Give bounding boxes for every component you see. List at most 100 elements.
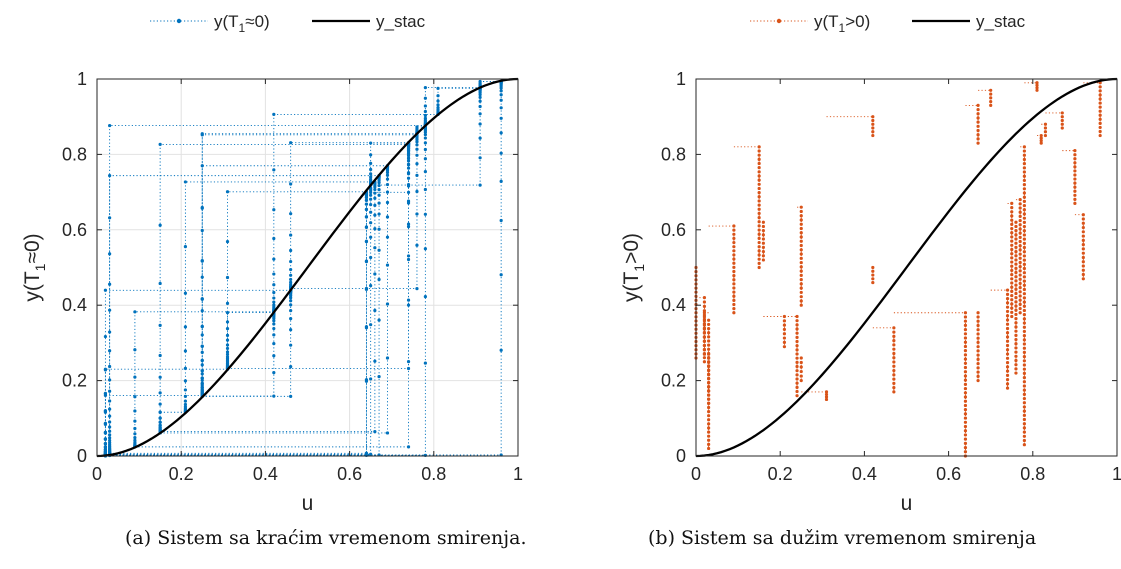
ticks: 0 0.2 0.4 0.6 0.8 1 0 0.2 0.4 0.6 0.8 1 (661, 69, 1121, 484)
legend-label-sub: 1 (239, 21, 246, 35)
data-point (871, 277, 875, 281)
data-point (225, 346, 230, 351)
data-point (1022, 388, 1026, 392)
data-point (799, 282, 803, 286)
data-point (976, 141, 980, 145)
data-point (289, 309, 293, 313)
data-point (702, 339, 707, 343)
data-point (369, 175, 373, 179)
data-point (1010, 314, 1014, 319)
data-point (423, 96, 427, 100)
data-point (795, 394, 799, 398)
data-point (200, 258, 204, 263)
y-axis-label-main: y(T (21, 271, 44, 301)
data-point (385, 302, 390, 306)
data-point (1014, 333, 1018, 337)
data-point (423, 361, 427, 365)
x-tick-label: 0 (92, 464, 102, 484)
data-point (892, 347, 896, 351)
data-point (200, 376, 204, 380)
data-point (732, 286, 736, 290)
data-point (976, 107, 980, 112)
data-point (1022, 380, 1026, 384)
data-point (707, 326, 711, 331)
data-point (133, 419, 137, 423)
data-point (732, 249, 736, 253)
data-point (989, 100, 993, 104)
data-point (707, 356, 711, 360)
data-point (423, 170, 427, 174)
data-point (757, 149, 761, 153)
data-point (1081, 268, 1085, 272)
data-point (1022, 220, 1026, 224)
data-point (364, 379, 369, 383)
caption-a: (a) Sistem sa kraćim vremenom smirenja. (125, 527, 527, 549)
data-point (406, 225, 411, 229)
data-point (963, 420, 968, 424)
data-point (108, 407, 112, 411)
y-tick-label: 0.4 (62, 295, 87, 315)
data-point (158, 223, 162, 227)
data-point (1098, 89, 1102, 93)
data-point (1018, 198, 1022, 202)
data-point (415, 153, 419, 157)
data-point (1018, 218, 1022, 223)
data-point (707, 380, 711, 385)
data-point (757, 257, 761, 261)
data-point (1022, 384, 1026, 388)
data-point (761, 224, 765, 229)
chart-panel-a: 0 0.2 0.4 0.6 0.8 100.20.40.60.81uy(T1≈0)y(T1… (21, 12, 523, 515)
data-point (1014, 258, 1018, 262)
data-point (1039, 133, 1043, 138)
data-point (707, 339, 711, 343)
data-point (1073, 181, 1077, 185)
data-point (1022, 195, 1026, 199)
data-point (183, 325, 188, 329)
data-point (782, 345, 787, 349)
data-point (423, 157, 427, 161)
data-point (1035, 86, 1039, 90)
y-axis-label-main: y(T (620, 272, 643, 302)
data-point (272, 290, 276, 295)
data-point (799, 243, 803, 248)
data-point (799, 235, 803, 239)
data-point (423, 453, 427, 457)
data-point (1022, 426, 1026, 430)
data-point (1022, 329, 1026, 334)
data-point (757, 253, 761, 257)
data-point (1010, 201, 1014, 206)
data-point (406, 199, 411, 203)
data-point (702, 323, 707, 327)
axes-box (695, 78, 1118, 457)
data-point (1043, 122, 1048, 126)
data-point (757, 228, 761, 232)
data-point (1098, 121, 1102, 125)
data-point (892, 373, 896, 377)
data-point (1014, 291, 1018, 296)
data-point (1018, 302, 1022, 306)
data-point (1035, 81, 1039, 85)
data-point (892, 330, 896, 334)
data-point (963, 319, 968, 323)
data-point (225, 352, 230, 357)
data-point (225, 320, 230, 324)
data-point (1014, 367, 1018, 371)
data-point (1060, 122, 1064, 126)
y-tick-label: 0.4 (661, 295, 686, 315)
data-point (377, 227, 381, 231)
data-point (1022, 287, 1026, 292)
data-point (1014, 279, 1018, 283)
data-point (377, 193, 381, 197)
data-point (200, 205, 204, 210)
y-tick-label: 1 (676, 69, 686, 89)
data-point (1010, 273, 1014, 277)
data-point (976, 357, 980, 361)
data-point (1022, 413, 1026, 417)
data-point (707, 446, 711, 451)
data-point (369, 193, 373, 197)
data-point (406, 176, 411, 180)
data-point (423, 136, 427, 140)
data-point (732, 278, 736, 282)
data-point (1018, 248, 1022, 252)
data-point (1081, 230, 1085, 234)
